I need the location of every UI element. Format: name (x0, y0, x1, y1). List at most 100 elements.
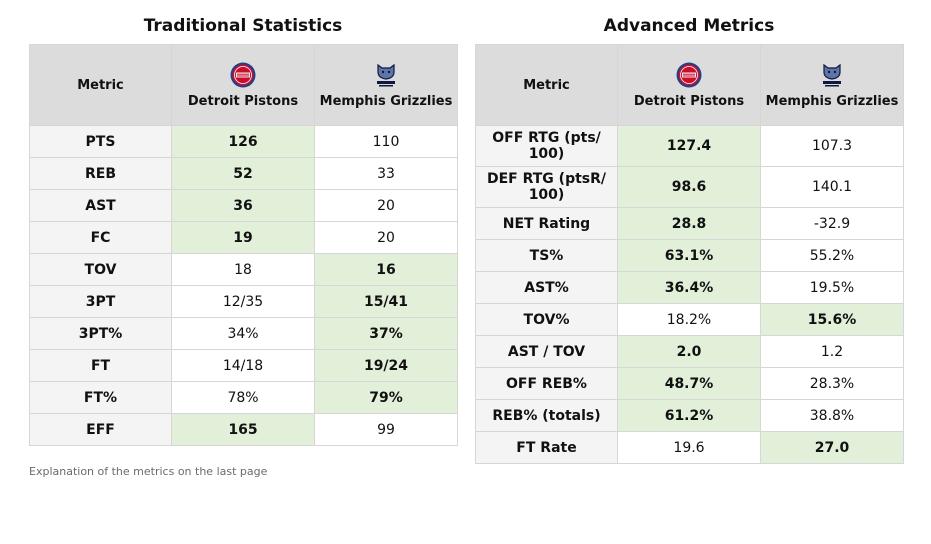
table-row: REB% (totals) 61.2% 38.8% (475, 399, 904, 432)
pistons-value-cell: 63.1% (617, 239, 761, 272)
metric-cell: PTS (29, 125, 172, 158)
grizzlies-value-cell: 20 (314, 189, 458, 222)
grizzlies-value-cell: 38.8% (760, 399, 904, 432)
advanced-metrics-table: Metric Detroit Pistons (475, 44, 904, 464)
table-row: FT Rate 19.6 27.0 (475, 431, 904, 464)
metric-cell: TOV (29, 253, 172, 286)
table-row: EFF 165 99 (29, 413, 458, 446)
metric-cell: 3PT% (29, 317, 172, 350)
pistons-column-header: Detroit Pistons (617, 44, 761, 126)
metric-cell: FT% (29, 381, 172, 414)
metric-cell: OFF RTG (pts/ 100) (475, 125, 618, 167)
pistons-value-cell: 18.2% (617, 303, 761, 336)
pistons-value-cell: 12/35 (171, 285, 315, 318)
table-row: NET Rating 28.8 -32.9 (475, 207, 904, 240)
pistons-value-cell: 19 (171, 221, 315, 254)
metric-cell: TOV% (475, 303, 618, 336)
grizzlies-value-cell: 55.2% (760, 239, 904, 272)
table-row: TOV% 18.2% 15.6% (475, 303, 904, 336)
pistons-value-cell: 2.0 (617, 335, 761, 368)
table-row: DEF RTG (ptsR/ 100) 98.6 140.1 (475, 166, 904, 208)
table-row: PTS 126 110 (29, 125, 458, 158)
metric-column-header: Metric (475, 44, 618, 126)
grizzlies-value-cell: 140.1 (760, 166, 904, 208)
table-row: FT% 78% 79% (29, 381, 458, 414)
grizzlies-logo-icon (765, 62, 899, 91)
grizzlies-logo-icon (319, 62, 453, 91)
grizzlies-value-cell: 107.3 (760, 125, 904, 167)
table-row: AST / TOV 2.0 1.2 (475, 335, 904, 368)
metric-cell: AST% (475, 271, 618, 304)
metric-cell: AST (29, 189, 172, 222)
advanced-title: Advanced Metrics (603, 16, 775, 36)
table-row: 3PT 12/35 15/41 (29, 285, 458, 318)
table-header-row: Metric Detroit Pistons (29, 44, 458, 126)
pistons-logo-icon (176, 62, 310, 91)
pistons-value-cell: 52 (171, 157, 315, 190)
grizzlies-column-header: Memphis Grizzlies (314, 44, 458, 126)
metric-column-header: Metric (29, 44, 172, 126)
metric-cell: REB (29, 157, 172, 190)
traditional-title: Traditional Statistics (143, 16, 343, 36)
grizzlies-value-cell: 20 (314, 221, 458, 254)
grizzlies-value-cell: 110 (314, 125, 458, 158)
grizzlies-value-cell: 33 (314, 157, 458, 190)
pistons-value-cell: 14/18 (171, 349, 315, 382)
pistons-value-cell: 98.6 (617, 166, 761, 208)
pistons-value-cell: 36.4% (617, 271, 761, 304)
table-row: FT 14/18 19/24 (29, 349, 458, 382)
grizzlies-column-header: Memphis Grizzlies (760, 44, 904, 126)
metric-cell: DEF RTG (ptsR/ 100) (475, 166, 618, 208)
grizzlies-value-cell: 27.0 (760, 431, 904, 464)
metric-cell: TS% (475, 239, 618, 272)
traditional-stats-table: Metric Detroit Pistons (29, 44, 458, 446)
metric-cell: FT (29, 349, 172, 382)
grizzlies-value-cell: -32.9 (760, 207, 904, 240)
pistons-value-cell: 126 (171, 125, 315, 158)
pistons-team-name: Detroit Pistons (187, 94, 299, 109)
grizzlies-team-name: Memphis Grizzlies (765, 94, 899, 109)
grizzlies-value-cell: 15.6% (760, 303, 904, 336)
grizzlies-value-cell: 19/24 (314, 349, 458, 382)
pistons-value-cell: 28.8 (617, 207, 761, 240)
pistons-value-cell: 78% (171, 381, 315, 414)
pistons-logo-icon (622, 62, 756, 91)
table-row: 3PT% 34% 37% (29, 317, 458, 350)
metric-cell: EFF (29, 413, 172, 446)
grizzlies-value-cell: 37% (314, 317, 458, 350)
metric-cell: FC (29, 221, 172, 254)
grizzlies-value-cell: 28.3% (760, 367, 904, 400)
table-header-row: Metric Detroit Pistons (475, 44, 904, 126)
pistons-value-cell: 18 (171, 253, 315, 286)
pistons-team-name: Detroit Pistons (633, 94, 745, 109)
table-row: FC 19 20 (29, 221, 458, 254)
table-row: REB 52 33 (29, 157, 458, 190)
pistons-value-cell: 19.6 (617, 431, 761, 464)
grizzlies-value-cell: 19.5% (760, 271, 904, 304)
metric-cell: 3PT (29, 285, 172, 318)
pistons-value-cell: 36 (171, 189, 315, 222)
footnote: Explanation of the metrics on the last p… (29, 465, 268, 478)
grizzlies-team-name: Memphis Grizzlies (319, 94, 453, 109)
table-row: AST 36 20 (29, 189, 458, 222)
table-row: TS% 63.1% 55.2% (475, 239, 904, 272)
pistons-value-cell: 48.7% (617, 367, 761, 400)
pistons-value-cell: 61.2% (617, 399, 761, 432)
metric-cell: NET Rating (475, 207, 618, 240)
pistons-value-cell: 165 (171, 413, 315, 446)
metric-cell: AST / TOV (475, 335, 618, 368)
grizzlies-value-cell: 1.2 (760, 335, 904, 368)
grizzlies-value-cell: 99 (314, 413, 458, 446)
table-row: OFF RTG (pts/ 100) 127.4 107.3 (475, 125, 904, 167)
grizzlies-value-cell: 79% (314, 381, 458, 414)
metric-cell: FT Rate (475, 431, 618, 464)
grizzlies-value-cell: 15/41 (314, 285, 458, 318)
table-row: OFF REB% 48.7% 28.3% (475, 367, 904, 400)
table-row: AST% 36.4% 19.5% (475, 271, 904, 304)
pistons-value-cell: 127.4 (617, 125, 761, 167)
metric-cell: REB% (totals) (475, 399, 618, 432)
grizzlies-value-cell: 16 (314, 253, 458, 286)
metric-cell: OFF REB% (475, 367, 618, 400)
table-row: TOV 18 16 (29, 253, 458, 286)
pistons-column-header: Detroit Pistons (171, 44, 315, 126)
